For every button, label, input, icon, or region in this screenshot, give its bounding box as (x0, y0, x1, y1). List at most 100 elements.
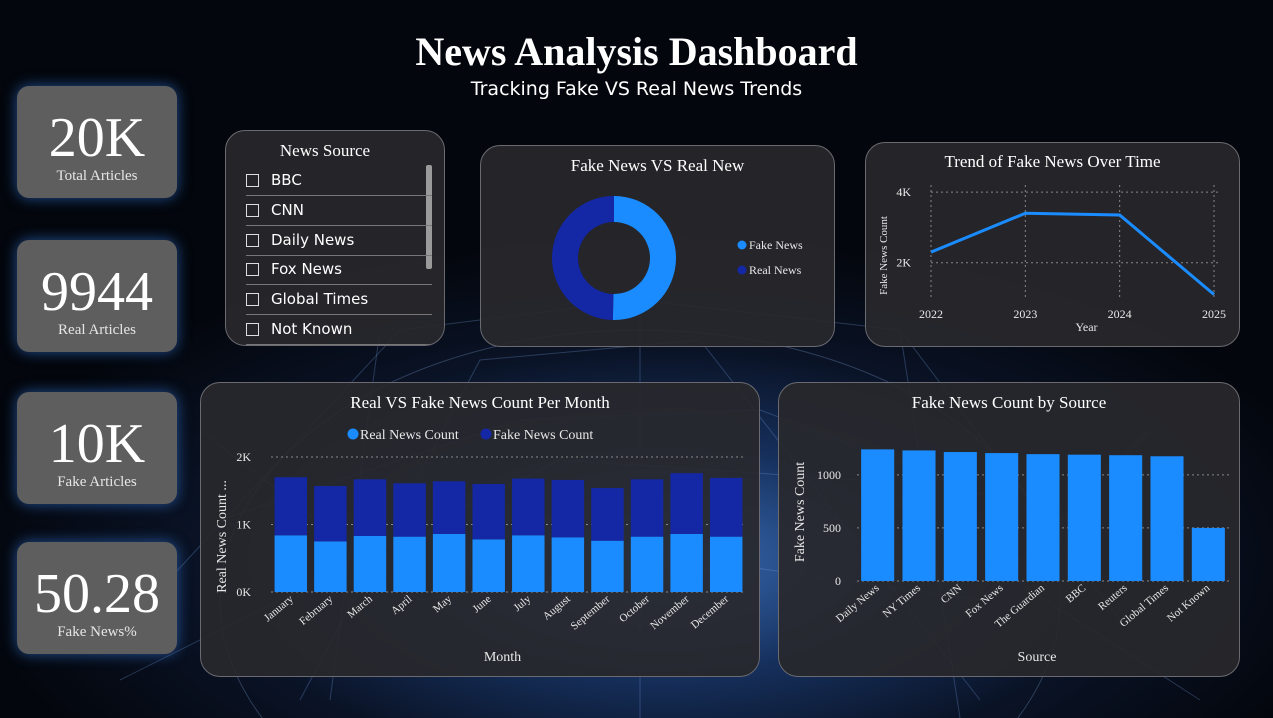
bar-fake-news-count (1150, 456, 1184, 581)
slicer-item-fox-news[interactable]: Fox News (246, 258, 432, 285)
y-tick-label: 1K (236, 518, 251, 532)
series-line-fake-news (930, 211, 1215, 296)
legend-marker (347, 428, 359, 440)
kpi-value: 10K (48, 413, 146, 475)
bar-fake-news-count (943, 452, 977, 581)
line-chart-panel: Trend of Fake News Over Time 2K 4K 2022 202… (865, 142, 1240, 347)
x-tick-label: November (648, 593, 692, 632)
x-tick-label: January (262, 593, 296, 625)
kpi-value: 20K (48, 107, 146, 169)
bar-fake-news-count (630, 479, 664, 537)
bar-real-news-count (314, 541, 347, 592)
bar-real-news-count (432, 533, 466, 592)
bar-real-news-count (670, 533, 703, 592)
y-tick-label: 2K (236, 450, 251, 464)
slicer-item-global-times[interactable]: Global Times (246, 288, 432, 315)
bar-fake-news-count (274, 477, 308, 536)
bar-real-news-count (393, 536, 426, 592)
slicer-item-label: Daily News (271, 231, 355, 249)
kpi-card-real-articles: 9944 Real Articles (17, 240, 177, 352)
x-axis-label: Year (1075, 320, 1097, 334)
donut-chart: Fake News Real News (551, 196, 803, 320)
bar-fake-news-count (1026, 454, 1060, 581)
kpi-value: 9944 (41, 261, 153, 323)
checkbox[interactable] (246, 204, 259, 217)
x-tick-label: Reuters (1096, 582, 1129, 613)
slicer-item-label: Fox News (271, 260, 342, 278)
monthly-stacked-bar-chart: 0K 1K 2K January February March April May June Ju… (215, 428, 746, 665)
bar-fake-news-count (861, 449, 895, 581)
bar-real-news-count (512, 535, 545, 592)
checkbox[interactable] (246, 174, 259, 187)
y-tick-label: 500 (823, 521, 841, 535)
bar-real-news-count (472, 539, 505, 592)
kpi-label: Real Articles (58, 322, 136, 338)
bar-fake-news-count (353, 479, 387, 536)
x-tick-label: June (470, 593, 493, 615)
slicer-scrollbar[interactable] (426, 165, 432, 269)
legend-label: Fake News Count (493, 428, 593, 443)
chart-title: Trend of Fake News Over Time (944, 152, 1161, 171)
x-tick-label: December (689, 593, 732, 631)
y-tick-label: 4K (896, 185, 911, 199)
checkbox[interactable] (246, 263, 259, 276)
x-tick-label: May (431, 593, 455, 615)
x-tick-label: NY Times (881, 582, 923, 620)
y-tick-label: 0K (236, 585, 251, 599)
x-tick-label: CNN (939, 582, 965, 606)
checkbox[interactable] (246, 234, 259, 247)
line-chart: 2K 4K 2022 2023 2024 2025 Year Fake News Count (878, 185, 1226, 334)
kpi-card-fake-news-percent: 50.28 Fake News% (17, 542, 177, 654)
bar-fake-news-count (512, 478, 545, 536)
kpi-label: Fake Articles (57, 474, 137, 490)
bar-fake-news-count (472, 484, 505, 540)
y-tick-label: 1000 (817, 468, 841, 482)
y-axis-label: Real News Count ... (215, 480, 230, 593)
x-tick-label: BBC (1064, 582, 1089, 605)
source-bar-chart-panel: Fake News Count by Source 0 500 1000 Daily … (778, 382, 1240, 677)
slicer-item-not-known[interactable]: Not Known (246, 318, 432, 345)
kpi-card-fake-articles: 10K Fake Articles (17, 392, 177, 504)
bar-fake-news-count (670, 473, 703, 534)
x-axis-label: Source (1018, 650, 1057, 665)
y-tick-label: 2K (896, 256, 911, 270)
legend-marker (480, 428, 492, 440)
y-axis-label: Fake News Count (793, 462, 808, 562)
kpi-value: 50.28 (34, 563, 160, 625)
slicer-item-label: Global Times (271, 290, 369, 308)
slicer-item-label: Not Known (271, 320, 353, 338)
checkbox[interactable] (246, 323, 259, 336)
bar-fake-news-count (314, 486, 347, 542)
x-tick-label: 2024 (1108, 307, 1132, 321)
bar-real-news-count (353, 535, 387, 592)
x-tick-label: October (617, 593, 652, 625)
x-tick-label: July (511, 593, 533, 614)
checkbox[interactable] (246, 293, 259, 306)
x-tick-label: 2023 (1013, 307, 1037, 321)
bar-fake-news-count (393, 483, 426, 537)
legend-label: Real News (749, 263, 802, 277)
x-tick-label: March (345, 593, 375, 621)
bar-fake-news-count (985, 453, 1019, 581)
slicer-title: News Source (279, 141, 371, 160)
x-tick-label: 2022 (919, 307, 943, 321)
slicer-item-daily-news[interactable]: Daily News (246, 229, 432, 256)
chart-title: Fake News Count by Source (911, 393, 1107, 412)
donut-slice-fake-news (612, 196, 676, 320)
donut-slice-real-news (551, 196, 614, 320)
slicer-item-cnn[interactable]: CNN (246, 199, 432, 226)
bar-real-news-count (709, 536, 743, 592)
bar-fake-news-count (1191, 527, 1225, 581)
page-subtitle: Tracking Fake VS Real News Trends (470, 78, 803, 100)
x-tick-label: Not Known (1165, 582, 1213, 625)
slicer-item-bbc[interactable]: BBC (246, 169, 432, 196)
x-tick-label: August (541, 593, 573, 623)
bar-fake-news-count (902, 450, 936, 581)
donut-chart-panel: Fake News VS Real New Fake News Real News (480, 145, 835, 347)
bar-real-news-count (630, 536, 664, 592)
bar-real-news-count (591, 540, 624, 592)
bar-fake-news-count (551, 479, 585, 538)
x-axis-label: Month (484, 650, 521, 665)
slicer-item-label: BBC (271, 171, 302, 189)
